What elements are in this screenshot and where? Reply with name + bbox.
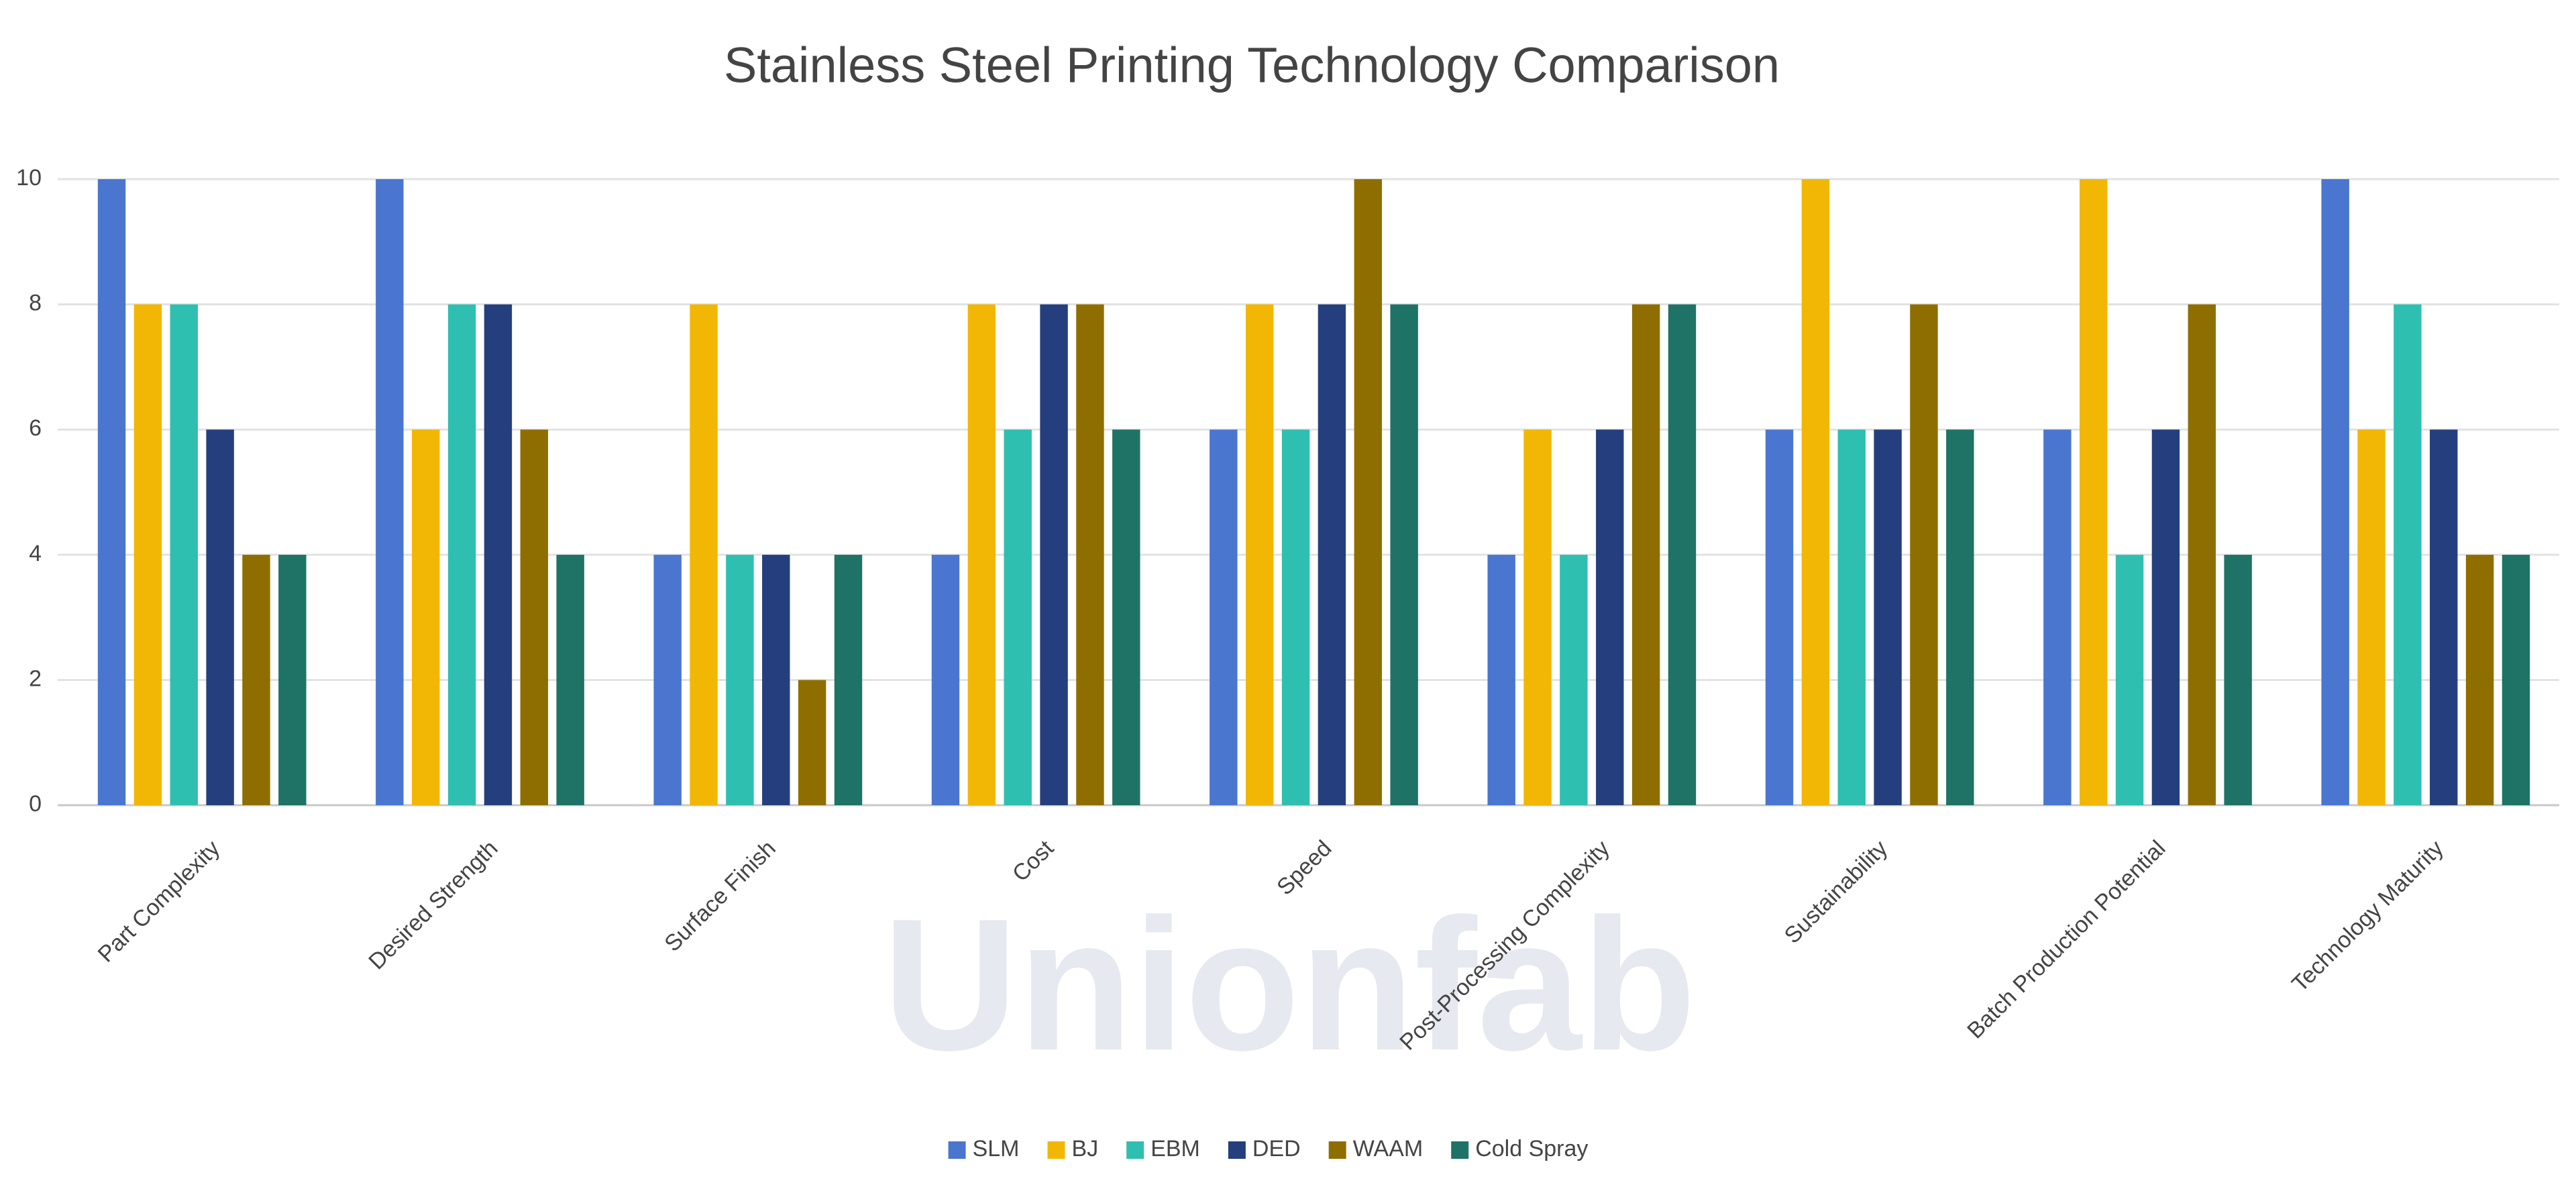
bar — [484, 304, 513, 806]
x-tick-label: Part Complexity — [93, 835, 225, 968]
bar — [133, 304, 162, 806]
legend-item: SLM — [948, 1136, 1020, 1162]
x-tick-label: Technology Maturity — [2287, 835, 2449, 997]
legend-swatch — [1451, 1141, 1469, 1159]
legend-label: SLM — [973, 1136, 1020, 1162]
bar — [242, 554, 270, 805]
bar — [1874, 429, 1902, 805]
legend-swatch — [1126, 1141, 1144, 1159]
x-tick-label: Surface Finish — [659, 835, 781, 957]
bar — [170, 304, 198, 806]
bar — [1040, 304, 1068, 806]
legend-swatch — [1228, 1141, 1246, 1159]
legend-swatch — [948, 1141, 966, 1159]
y-tick-label: 0 — [29, 791, 42, 817]
bar — [2430, 429, 2458, 805]
bar — [1631, 304, 1660, 806]
bar — [798, 680, 826, 805]
bar — [556, 554, 584, 805]
bar — [1946, 429, 1974, 805]
watermark: Unionfab — [882, 880, 1696, 1090]
bar — [1837, 429, 1866, 805]
bar — [1112, 429, 1140, 805]
bar — [1210, 429, 1238, 805]
x-tick-label: Desired Strength — [364, 835, 502, 974]
bar — [520, 429, 549, 805]
bar — [1390, 304, 1418, 806]
bar — [1281, 429, 1310, 805]
bar — [2465, 554, 2494, 805]
bar — [1004, 429, 1032, 805]
legend-label: BJ — [1072, 1136, 1099, 1162]
x-tick-label: Sustainability — [1780, 835, 1893, 949]
bar — [411, 429, 440, 805]
bar — [2357, 429, 2385, 805]
bar — [1076, 304, 1104, 806]
bar — [2043, 429, 2072, 805]
bar — [1801, 179, 1830, 805]
bar — [1318, 304, 1346, 806]
bar — [278, 554, 307, 805]
y-tick-label: 6 — [29, 415, 42, 441]
bar — [2321, 179, 2349, 805]
legend-item: Cold Spray — [1451, 1136, 1588, 1162]
bar — [1354, 179, 1383, 805]
bar — [653, 554, 682, 805]
bar — [1487, 554, 1515, 805]
bar — [1910, 304, 1938, 806]
x-tick-label: Cost — [1008, 835, 1059, 887]
bar — [762, 554, 790, 805]
y-tick-label: 10 — [16, 165, 42, 191]
y-tick-label: 4 — [29, 541, 42, 566]
bar — [2079, 179, 2108, 805]
bar — [1245, 304, 1274, 806]
bar — [2115, 554, 2144, 805]
bar — [1560, 554, 1588, 805]
bar — [2394, 304, 2422, 806]
chart-title: Stainless Steel Printing Technology Comp… — [724, 38, 1780, 93]
bar — [2502, 554, 2530, 805]
bar — [1523, 429, 1552, 805]
legend-label: DED — [1252, 1136, 1301, 1162]
y-tick-label: 8 — [29, 291, 42, 316]
bar — [1596, 429, 1624, 805]
legend-label: Cold Spray — [1475, 1136, 1588, 1162]
bar — [206, 429, 234, 805]
bar — [726, 554, 754, 805]
y-tick-label: 2 — [29, 666, 42, 691]
bar — [2188, 304, 2216, 806]
legend-label: EBM — [1150, 1136, 1200, 1162]
bar — [834, 554, 863, 805]
bar — [690, 304, 718, 806]
bar — [1765, 429, 1794, 805]
bar — [2224, 554, 2252, 805]
bar — [967, 304, 996, 806]
bar — [97, 179, 126, 805]
bar — [447, 304, 476, 806]
legend-item: DED — [1228, 1136, 1301, 1162]
legend-label: WAAM — [1353, 1136, 1424, 1162]
legend: SLM BJ EBM DED WAAM Cold Spray — [948, 1136, 1588, 1162]
bar — [931, 554, 960, 805]
legend-swatch — [1047, 1141, 1065, 1159]
legend-item: WAAM — [1328, 1136, 1424, 1162]
bar — [376, 179, 404, 805]
legend-item: EBM — [1126, 1136, 1200, 1162]
legend-item: BJ — [1047, 1136, 1099, 1162]
bar — [1668, 304, 1697, 806]
bar — [2151, 429, 2180, 805]
x-tick-label: Batch Production Potential — [1962, 835, 2170, 1043]
legend-swatch — [1328, 1141, 1346, 1159]
